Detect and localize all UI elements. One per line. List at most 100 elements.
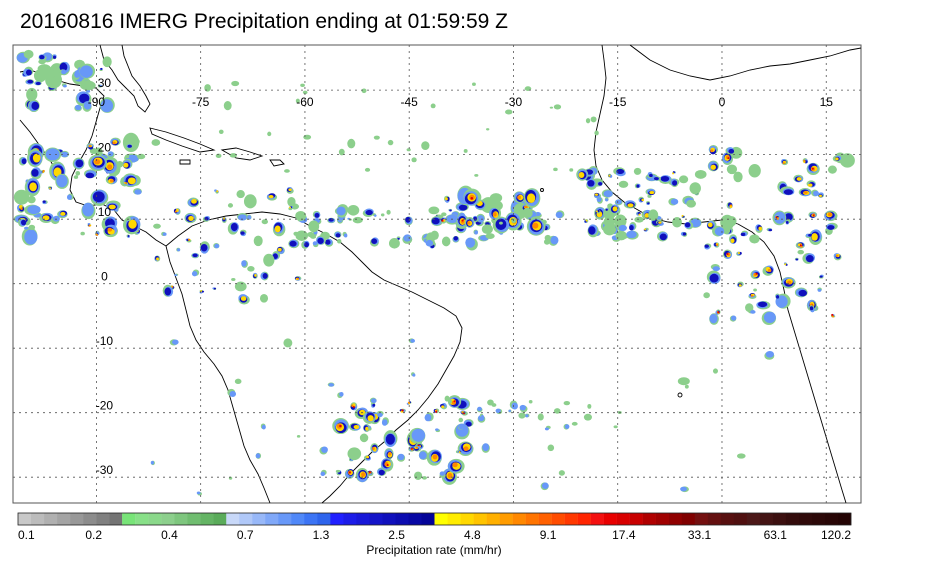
colorbar-title: Precipitation rate (mm/hr) xyxy=(366,543,502,557)
precip-cell xyxy=(508,409,512,413)
precip-cell xyxy=(300,83,305,88)
precip-cell xyxy=(827,225,835,230)
precip-cell xyxy=(679,175,689,184)
precip-cell xyxy=(59,62,68,72)
precip-cell xyxy=(303,134,312,140)
colorbar-tick-label: 33.1 xyxy=(687,528,712,542)
precip-cell xyxy=(605,198,609,202)
precip-cell xyxy=(618,180,629,188)
colorbar-swatch xyxy=(616,513,630,525)
precip-cell xyxy=(42,215,50,221)
precip-cell xyxy=(218,129,224,134)
precip-cell xyxy=(302,90,308,95)
precip-cell xyxy=(127,177,136,185)
precip-cell xyxy=(511,402,518,410)
precip-cell xyxy=(124,154,130,159)
precip-cell xyxy=(317,237,324,244)
precip-cell xyxy=(641,198,645,202)
precip-cell xyxy=(595,210,598,213)
precip-cell xyxy=(295,210,307,222)
precip-cell xyxy=(156,257,159,261)
precip-cell xyxy=(626,230,637,239)
precip-cell xyxy=(35,81,41,85)
precip-cell xyxy=(714,226,725,236)
precip-cell xyxy=(738,284,742,287)
precip-cell xyxy=(27,195,36,204)
precip-cell xyxy=(750,310,756,314)
precip-cell xyxy=(410,447,413,450)
precip-cell xyxy=(648,209,659,221)
precip-cell xyxy=(818,194,823,198)
precip-cell xyxy=(263,253,275,267)
precip-cell xyxy=(458,204,468,211)
precip-cell xyxy=(231,80,240,87)
precip-cell xyxy=(411,428,426,442)
precip-cell xyxy=(62,84,67,88)
precip-cell xyxy=(458,417,464,423)
precip-cell xyxy=(603,216,616,228)
precip-cell xyxy=(216,190,219,193)
colorbar-tick-label: 63.1 xyxy=(763,528,787,542)
precip-cell xyxy=(328,218,334,222)
precip-cell xyxy=(247,266,255,272)
precip-cell xyxy=(229,153,238,158)
precip-cell xyxy=(835,254,839,257)
precip-cell xyxy=(174,274,178,277)
precip-cell xyxy=(377,412,383,418)
precip-cell xyxy=(749,234,760,244)
precip-cell xyxy=(470,197,474,200)
precip-cell xyxy=(537,413,544,421)
colorbar-swatch xyxy=(577,513,591,525)
precip-cell xyxy=(347,138,356,149)
precip-cell xyxy=(32,153,41,163)
precip-cell xyxy=(243,194,257,209)
precip-cell xyxy=(796,177,802,181)
north-america-east-coast xyxy=(99,44,151,113)
precip-cell xyxy=(446,214,459,224)
precip-cell xyxy=(192,253,198,258)
precip-cell xyxy=(231,277,236,282)
colorbar-labels: 0.1 0.2 0.4 0.7 1.3 2.5 4.8 9.1 17.4 33.1 63.1 120.… xyxy=(0,528,944,544)
colorbar-swatch xyxy=(499,513,513,525)
precip-cell xyxy=(553,167,558,172)
precip-cell xyxy=(670,198,679,205)
precip-cell xyxy=(336,206,346,216)
colorbar-swatch xyxy=(798,513,813,525)
precip-cell xyxy=(461,219,464,222)
precip-cell xyxy=(783,189,794,195)
precip-cell xyxy=(441,212,447,217)
precip-cell xyxy=(304,242,309,248)
precip-cell xyxy=(164,287,172,296)
precip-cell xyxy=(797,249,804,255)
precip-cell xyxy=(594,130,599,136)
precip-cell xyxy=(817,288,822,292)
precip-cell xyxy=(524,414,529,418)
precip-cell xyxy=(599,179,604,182)
precip-cell xyxy=(261,219,268,225)
colorbar-tick-label: 17.4 xyxy=(612,528,636,542)
precip-cell xyxy=(415,446,419,449)
precip-cell xyxy=(733,171,743,183)
precip-cell xyxy=(255,453,261,459)
precip-cell xyxy=(441,219,444,222)
colorbar-swatch xyxy=(486,513,500,525)
precip-cell xyxy=(750,294,754,297)
precip-cell xyxy=(343,233,348,238)
precip-cell xyxy=(28,224,36,231)
precip-cell xyxy=(41,71,46,77)
colorbar-swatch xyxy=(551,513,565,525)
precip-cell xyxy=(335,233,341,238)
colorbar-swatch xyxy=(382,513,396,525)
precip-cell xyxy=(100,99,114,113)
precip-cell xyxy=(29,182,37,192)
lat-tick-label: 0 xyxy=(101,270,108,284)
precip-cell xyxy=(98,84,103,88)
precip-cell xyxy=(267,131,272,137)
colorbar-tick-label: 120.2 xyxy=(820,528,851,542)
precip-cell xyxy=(27,79,34,84)
precip-cell xyxy=(385,433,395,445)
precip-cell xyxy=(740,232,746,237)
precip-cell xyxy=(21,158,27,165)
precip-cell xyxy=(386,464,389,467)
precip-cell xyxy=(694,169,707,179)
